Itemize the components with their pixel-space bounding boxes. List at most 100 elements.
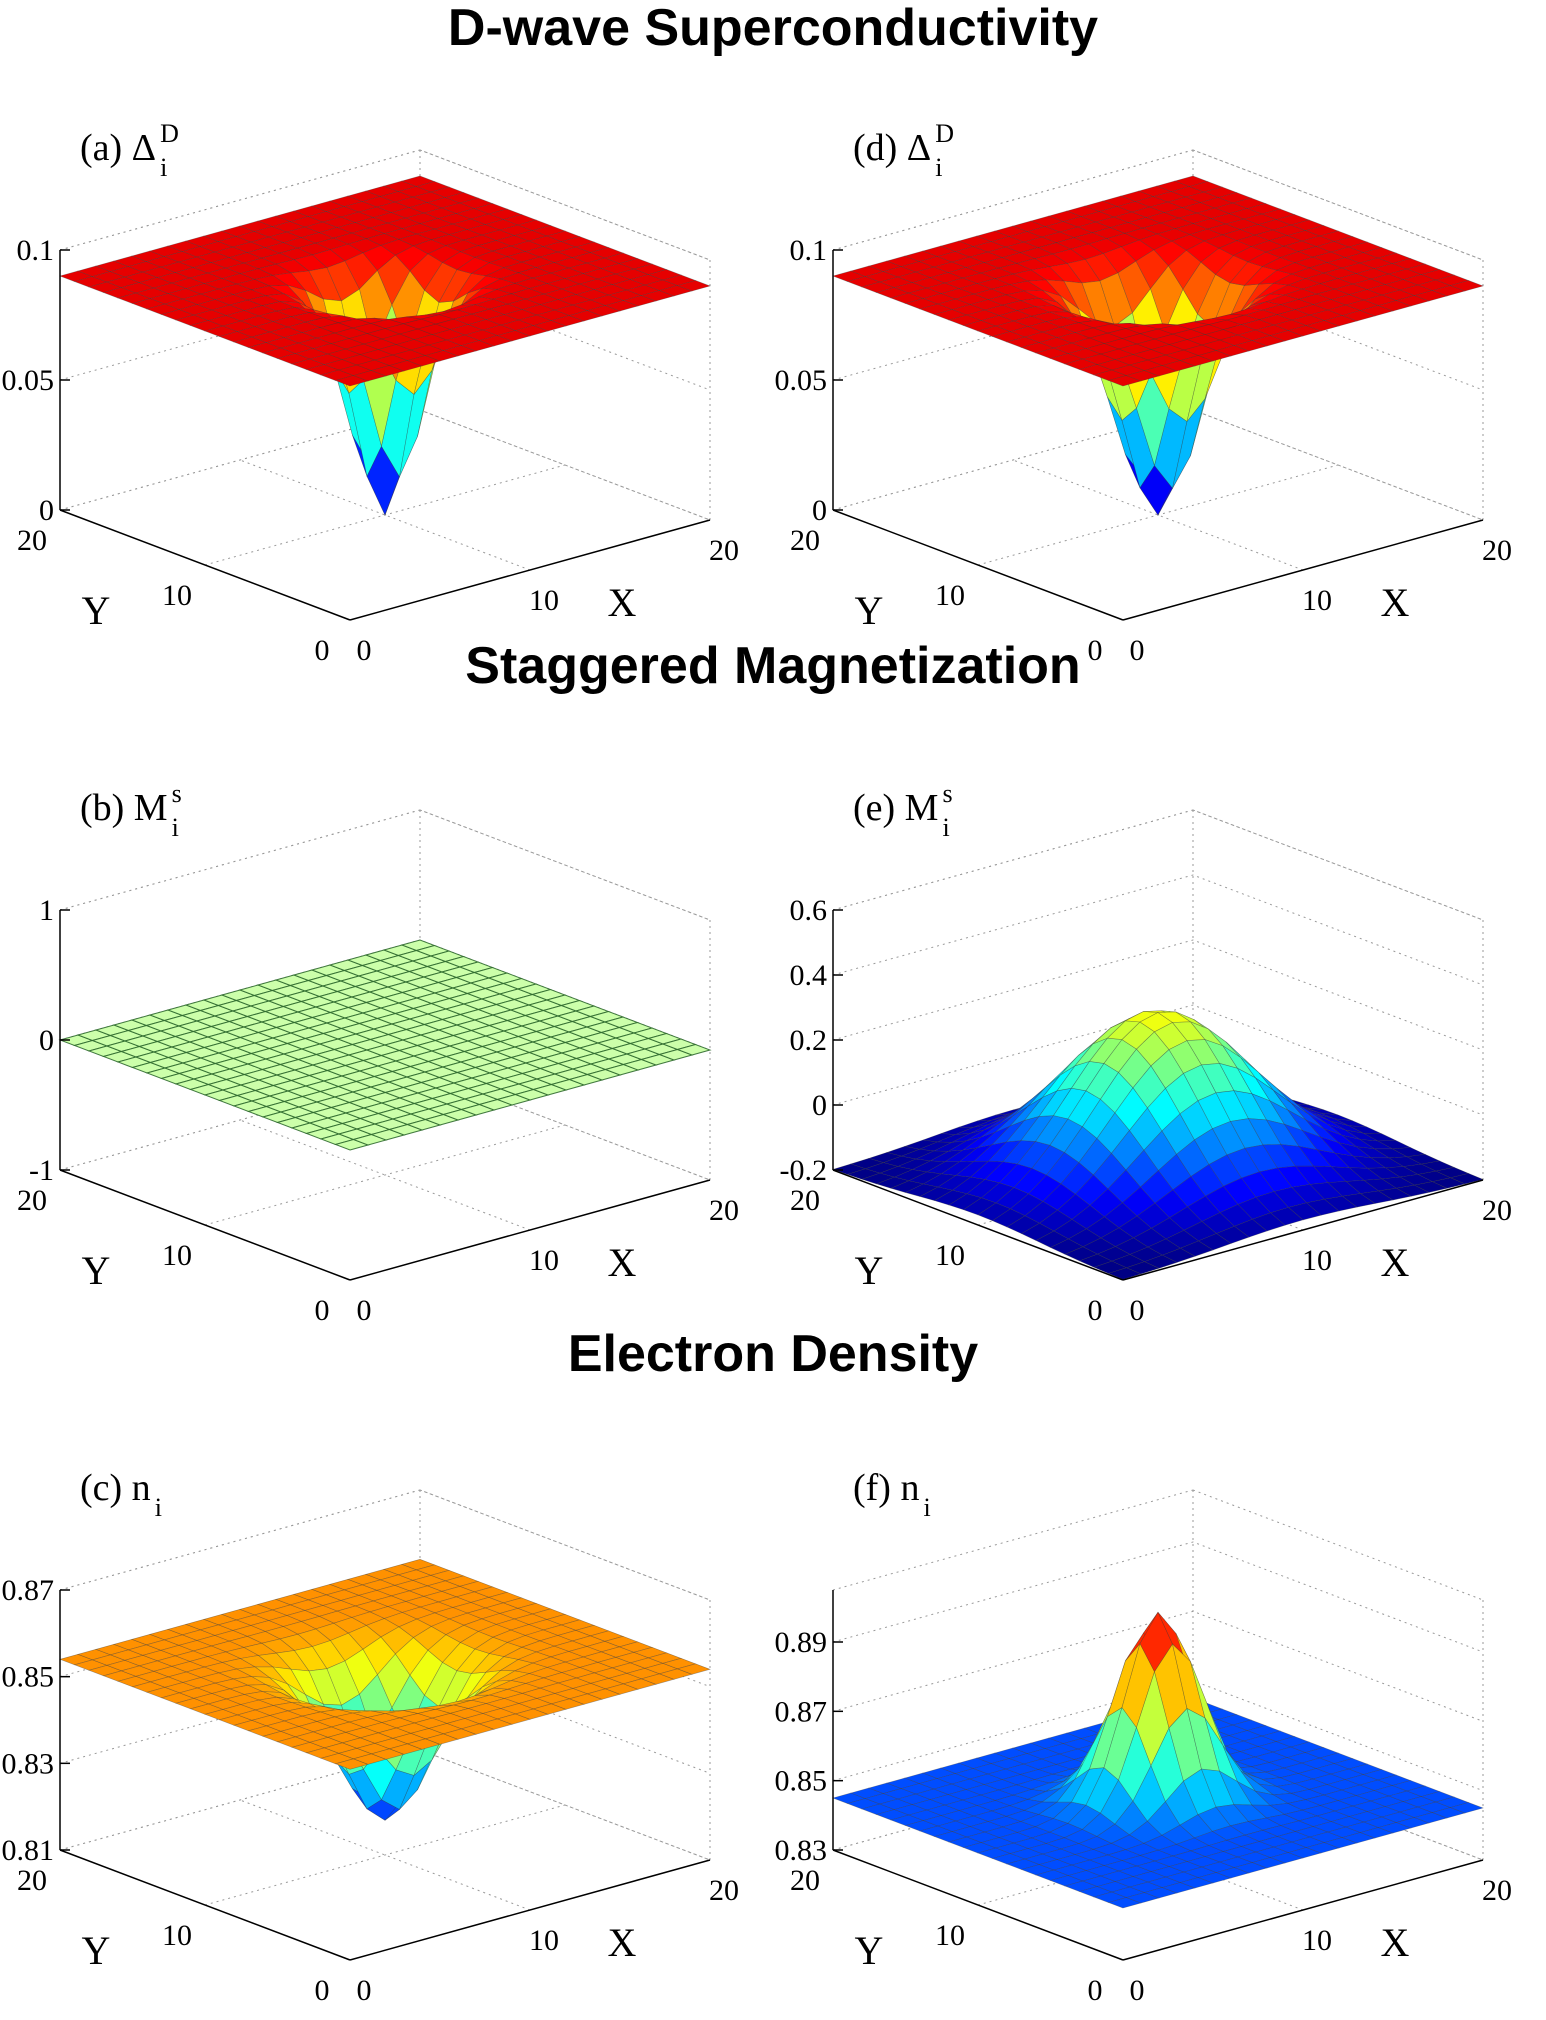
x-tick-label: 20 bbox=[709, 1874, 739, 1907]
x-tick-label: 20 bbox=[1482, 1874, 1512, 1907]
surface-cell bbox=[1304, 1747, 1339, 1759]
z-tick-label: 0.87 bbox=[2, 1574, 55, 1607]
surface-cell bbox=[1174, 175, 1209, 187]
z-tick-label: 0.1 bbox=[790, 234, 828, 267]
surface-cell bbox=[1362, 1769, 1397, 1781]
panel-label-sub: i bbox=[935, 153, 942, 182]
y-tick-label: 0 bbox=[315, 1974, 330, 2007]
panel-label-a: (a) Δ Di bbox=[80, 119, 179, 182]
x-tick-label: 10 bbox=[529, 584, 559, 617]
z-tick-label: 0.83 bbox=[2, 1747, 55, 1780]
surface-cell bbox=[1449, 280, 1484, 292]
surface-mesh-b bbox=[58, 939, 712, 1151]
y-axis-label: Y bbox=[82, 588, 111, 633]
y-tick-label: 10 bbox=[935, 1239, 965, 1272]
surface-mesh-d bbox=[832, 175, 1484, 516]
z-tick-label: 0.1 bbox=[17, 234, 55, 267]
surface-cell bbox=[1449, 1802, 1484, 1814]
x-tick-label: 10 bbox=[1302, 584, 1332, 617]
axes-c: 0.81 0.83 0.85 0.87 0 10 20 0 10 20 X Y bbox=[2, 1574, 740, 2007]
z-tick-label: 0.89 bbox=[775, 1626, 828, 1659]
x-axis-label: X bbox=[608, 580, 637, 625]
y-tick-label: 0 bbox=[1088, 634, 1103, 667]
y-tick-label: 20 bbox=[790, 1184, 820, 1217]
surface-cell bbox=[1333, 1758, 1368, 1770]
surface-mesh-f bbox=[832, 1611, 1484, 1909]
z-tick-label: 0.05 bbox=[2, 364, 55, 397]
axes-e: -0.2 0 0.2 0.4 0.6 0 10 20 0 10 20 X Y bbox=[780, 894, 1513, 1327]
section-title-density: Electron Density bbox=[567, 1325, 979, 1383]
y-tick-label: 10 bbox=[162, 579, 192, 612]
surface-cell bbox=[1363, 1132, 1397, 1142]
x-tick-label: 0 bbox=[357, 1294, 372, 1327]
axes-f: 0.83 0.85 0.87 0.89 0 10 20 0 10 20 X Y bbox=[775, 1590, 1512, 2007]
x-axis-label: X bbox=[1381, 580, 1410, 625]
section-title-superconductivity: D-wave Superconductivity bbox=[447, 0, 1099, 57]
surface-cell bbox=[401, 175, 436, 187]
z-tick-label: 0.05 bbox=[775, 364, 828, 397]
surface-cell bbox=[633, 1646, 668, 1659]
panel-label-sup: s bbox=[942, 779, 952, 808]
surface-mesh-c bbox=[59, 1558, 711, 1821]
surface-cell bbox=[1261, 1730, 1296, 1742]
x-tick-label: 10 bbox=[529, 1924, 559, 1957]
y-tick-label: 0 bbox=[315, 634, 330, 667]
y-tick-label: 20 bbox=[790, 524, 820, 557]
x-tick-label: 10 bbox=[1302, 1924, 1332, 1957]
z-tick-label: 1 bbox=[39, 894, 54, 927]
x-tick-label: 10 bbox=[1302, 1244, 1332, 1277]
surface-mesh-e bbox=[832, 1010, 1484, 1280]
z-tick-label: 0.2 bbox=[790, 1024, 828, 1057]
z-tick-label: 0.83 bbox=[775, 1834, 828, 1867]
surface-cell bbox=[676, 280, 711, 292]
panel-label-sub: i bbox=[942, 813, 949, 842]
surface-cell bbox=[662, 1657, 697, 1670]
surface-mesh-a bbox=[59, 175, 711, 516]
z-tick-label: 0 bbox=[812, 494, 827, 527]
surface-cell bbox=[1275, 1736, 1310, 1748]
x-tick-label: 0 bbox=[357, 634, 372, 667]
panel-label-sub: i bbox=[923, 1493, 930, 1522]
surface-cell bbox=[1391, 1780, 1426, 1792]
x-tick-label: 20 bbox=[709, 534, 739, 567]
y-tick-label: 0 bbox=[315, 1294, 330, 1327]
z-tick-label: 0 bbox=[39, 1024, 54, 1057]
x-tick-label: 20 bbox=[1482, 1194, 1512, 1227]
x-axis-label: X bbox=[1381, 1920, 1410, 1965]
surface-cell bbox=[1246, 1725, 1281, 1737]
panel-label-text: (a) Δ bbox=[80, 127, 156, 169]
y-axis-label: Y bbox=[82, 1248, 111, 1293]
x-axis-label: X bbox=[608, 1920, 637, 1965]
surface-cell bbox=[1232, 1719, 1267, 1731]
z-tick-label: 0.81 bbox=[2, 1834, 55, 1867]
y-tick-label: 0 bbox=[1088, 1294, 1103, 1327]
y-tick-label: 10 bbox=[162, 1239, 192, 1272]
y-tick-label: 20 bbox=[17, 1184, 47, 1217]
surface-cell bbox=[647, 1652, 682, 1664]
panel-label-sub: i bbox=[155, 1493, 162, 1522]
z-tick-label: 0.85 bbox=[2, 1661, 55, 1694]
y-axis-label: Y bbox=[855, 1248, 884, 1293]
x-axis-label: X bbox=[1381, 1240, 1410, 1285]
z-tick-label: 0.6 bbox=[790, 894, 828, 927]
panel-label-d: (d) Δ Di bbox=[853, 119, 954, 182]
x-axis-label: X bbox=[608, 1240, 637, 1285]
y-tick-label: 0 bbox=[1088, 1974, 1103, 2007]
z-tick-label: 0.87 bbox=[775, 1695, 828, 1728]
x-tick-label: 20 bbox=[1482, 534, 1512, 567]
y-tick-label: 10 bbox=[935, 579, 965, 612]
y-axis-label: Y bbox=[82, 1928, 111, 1973]
x-tick-label: 0 bbox=[1130, 1974, 1145, 2007]
